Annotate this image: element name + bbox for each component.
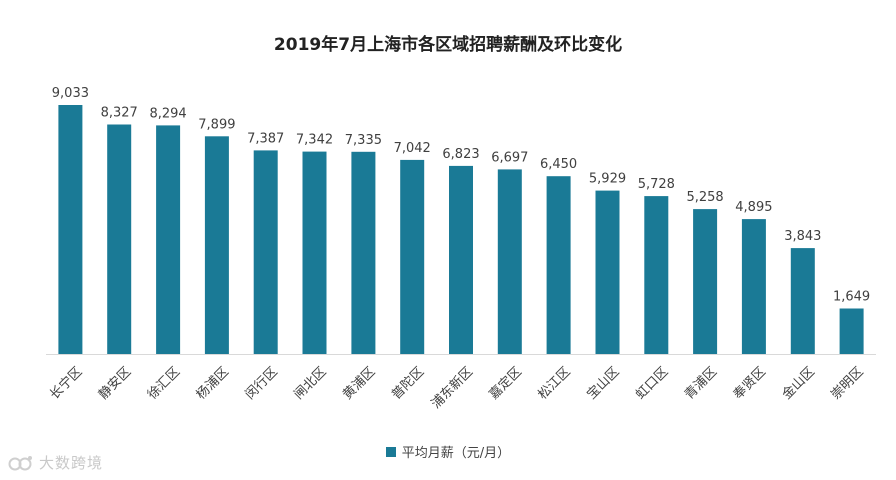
category-label: 嘉定区 <box>487 364 525 402</box>
watermark-text: 大数跨境 <box>39 454 104 472</box>
bar-闵行区 <box>253 150 278 354</box>
value-label: 7,335 <box>345 133 382 148</box>
category-label: 黄浦区 <box>340 364 378 402</box>
bar-黄浦区 <box>351 151 376 354</box>
bar-长宁区 <box>58 105 83 354</box>
watermark-logo-icon <box>8 455 32 470</box>
value-label: 6,450 <box>540 157 577 172</box>
value-label: 1,649 <box>833 290 870 305</box>
bar-普陀区 <box>400 159 425 354</box>
category-label: 闵行区 <box>243 364 281 402</box>
category-label: 静安区 <box>96 364 134 402</box>
value-label: 7,042 <box>394 141 431 156</box>
bar-金山区 <box>790 248 815 354</box>
category-label: 奉贤区 <box>731 364 769 402</box>
value-label: 9,033 <box>52 86 89 101</box>
value-label: 5,929 <box>589 172 626 187</box>
category-label: 青浦区 <box>682 364 720 402</box>
bar-崇明区 <box>839 308 864 354</box>
legend-label: 平均月薪（元/月） <box>401 446 511 461</box>
category-label: 虹口区 <box>633 364 671 402</box>
category-label: 金山区 <box>779 364 818 403</box>
bar-嘉定区 <box>497 169 522 354</box>
bar-杨浦区 <box>204 136 229 354</box>
bar-虹口区 <box>644 196 669 354</box>
category-label: 浦东新区 <box>428 364 476 412</box>
category-label: 普陀区 <box>388 364 427 403</box>
category-label: 长宁区 <box>47 364 86 403</box>
bar-静安区 <box>107 124 132 354</box>
legend: 平均月薪（元/月） <box>0 442 896 461</box>
value-label: 5,728 <box>638 177 675 192</box>
bar-徐汇区 <box>156 125 181 355</box>
value-label: 8,294 <box>149 106 186 121</box>
category-label: 闸北区 <box>291 364 329 402</box>
bar-奉贤区 <box>741 219 766 354</box>
value-label: 5,258 <box>686 190 723 205</box>
bar-闸北区 <box>302 151 327 354</box>
category-label: 松江区 <box>535 364 573 402</box>
bar-宝山区 <box>595 190 620 354</box>
value-label: 7,342 <box>296 133 333 148</box>
watermark: 大数跨境 <box>8 452 103 473</box>
value-label: 6,697 <box>491 150 528 165</box>
category-label: 宝山区 <box>584 364 622 402</box>
bar-青浦区 <box>693 209 718 354</box>
value-label: 6,823 <box>442 147 479 162</box>
legend-swatch <box>385 446 396 457</box>
chart-title: 2019年7月上海市各区域招聘薪酬及环比变化 <box>273 35 623 55</box>
value-label: 7,899 <box>198 117 235 132</box>
category-label: 崇明区 <box>828 364 866 402</box>
bar-浦东新区 <box>449 165 473 354</box>
value-label: 4,895 <box>735 200 772 215</box>
category-label: 徐汇区 <box>145 364 183 402</box>
bar-松江区 <box>546 176 571 354</box>
value-label: 8,327 <box>101 106 138 121</box>
value-label: 3,843 <box>784 229 821 244</box>
category-label: 杨浦区 <box>194 364 232 402</box>
value-label: 7,387 <box>247 131 284 146</box>
